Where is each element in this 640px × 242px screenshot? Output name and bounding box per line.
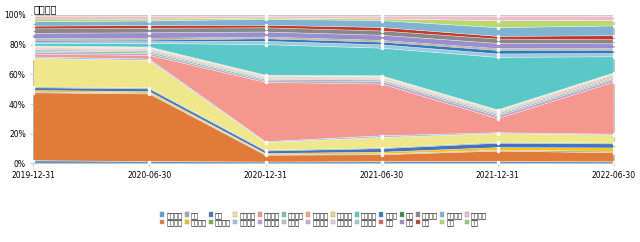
Legend: 农林牧渔, 基础化工, 钢铁, 有色金属, 电子, 家用电器, 食品饮料, 纺织服饰, 医药生物, 公用事业, 交通运输, 房地产, 商贸零售, 社会服务, 建: 农林牧渔, 基础化工, 钢铁, 有色金属, 电子, 家用电器, 食品饮料, 纺织… xyxy=(160,211,488,227)
Text: 行业占比: 行业占比 xyxy=(33,4,57,14)
